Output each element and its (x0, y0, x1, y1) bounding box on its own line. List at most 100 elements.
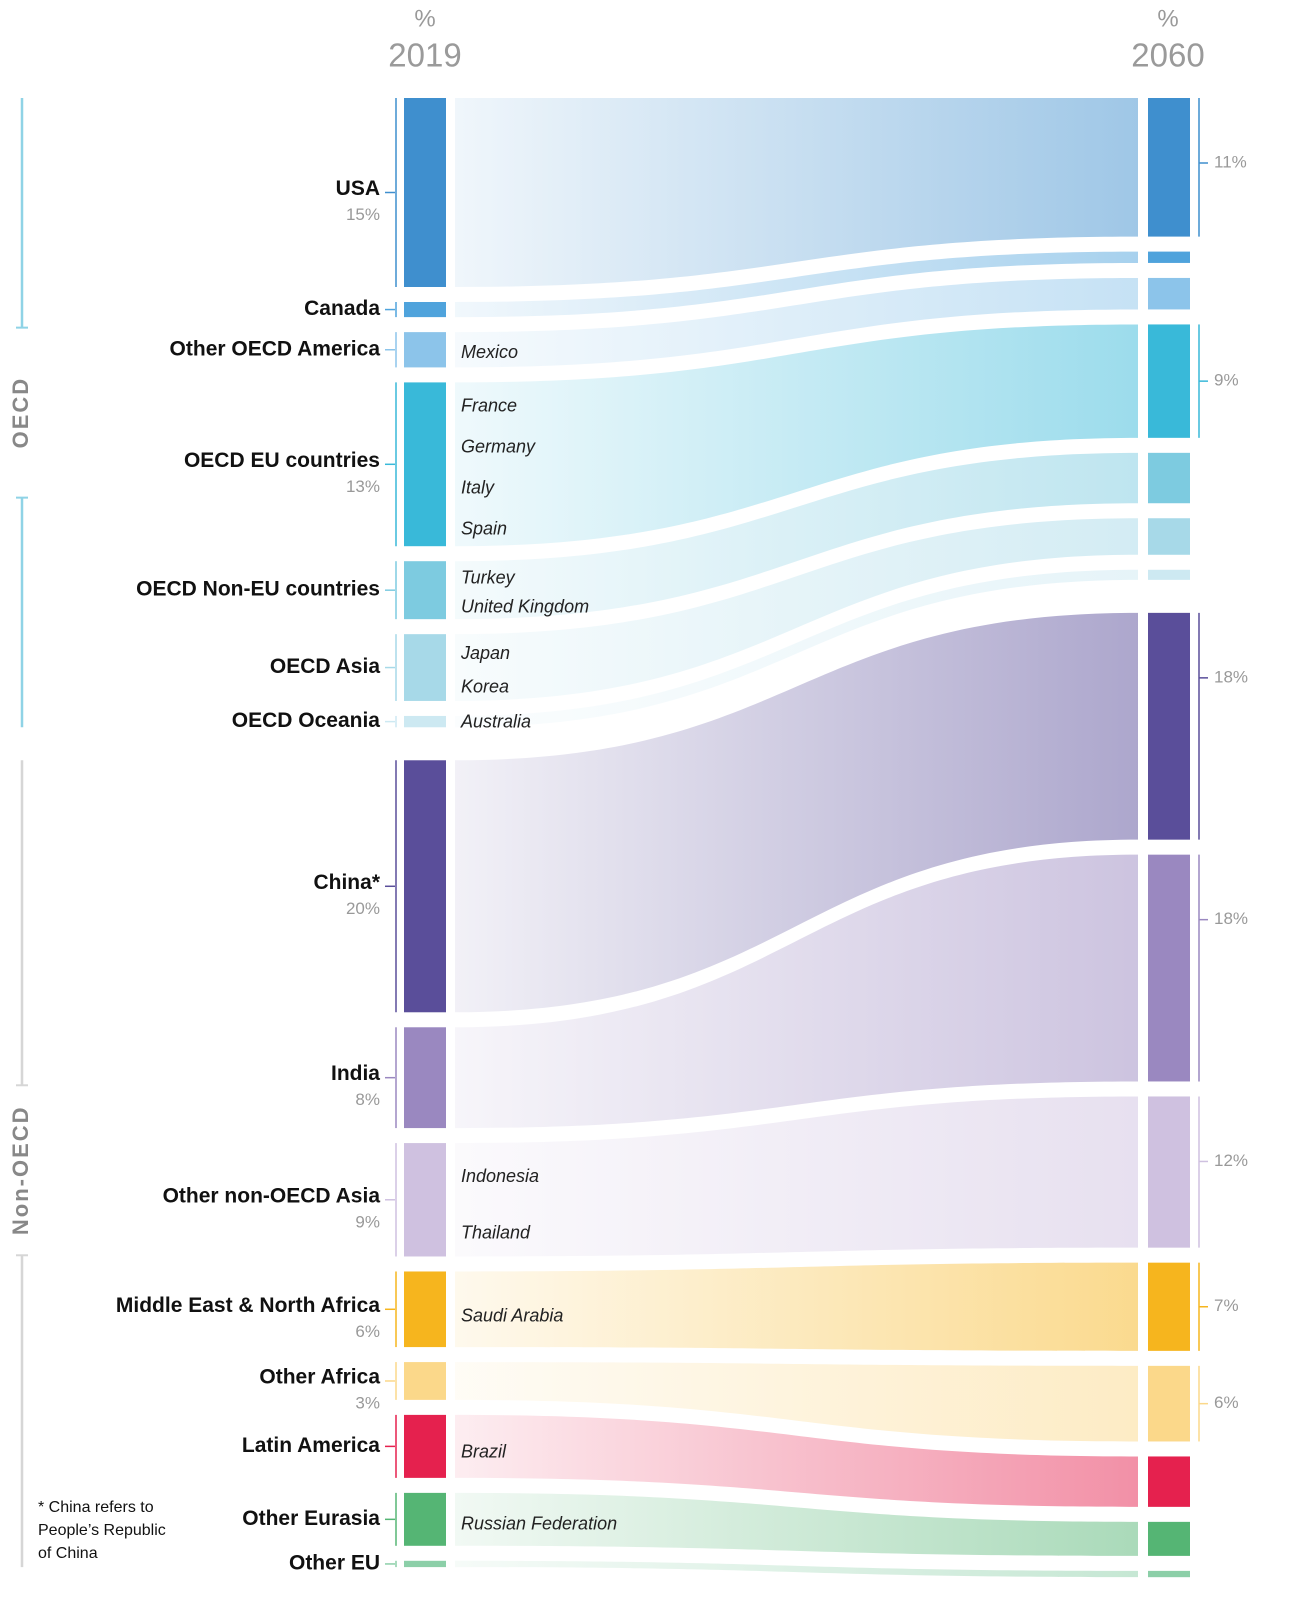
group-label-bg (8, 1085, 36, 1256)
node-2019 (404, 561, 446, 620)
region-name: OECD Non-EU countries (136, 578, 380, 601)
node-2019 (404, 634, 446, 701)
flow (455, 251, 1138, 318)
group-label: OECD (8, 377, 33, 449)
node-2019 (404, 332, 446, 368)
region-name: Canada (304, 297, 380, 320)
node-2060 (1148, 452, 1190, 504)
country-label: Australia (460, 711, 531, 731)
share-2060: 12% (1214, 1151, 1248, 1170)
region-name: USA (336, 177, 380, 200)
node-2060 (1148, 1365, 1190, 1442)
flow (455, 98, 1138, 287)
flow (455, 324, 1138, 547)
share-2019: 20% (346, 899, 380, 918)
flow (455, 612, 1138, 1013)
right-unit: % (1157, 5, 1178, 32)
footnote: of China (38, 1545, 98, 1562)
region-name: Latin America (242, 1434, 380, 1457)
share-2019: 6% (355, 1322, 380, 1341)
share-2019: 3% (355, 1393, 380, 1412)
node-2060 (1148, 1521, 1190, 1556)
flow (455, 1492, 1138, 1556)
share-2060: 9% (1214, 371, 1239, 390)
country-label: Thailand (461, 1223, 531, 1243)
country-label: Spain (461, 519, 507, 539)
region-name: India (331, 1062, 380, 1085)
country-label: Korea (461, 676, 509, 696)
left-year: 2019 (388, 37, 461, 74)
node-2060 (1148, 1096, 1190, 1248)
country-label: Germany (461, 437, 536, 457)
flow (455, 1414, 1138, 1507)
footnote: People’s Republic (38, 1522, 166, 1539)
node-2019 (404, 760, 446, 1013)
region-name: Middle East & North Africa (116, 1294, 380, 1317)
node-2060 (1148, 277, 1190, 310)
left-unit: % (414, 5, 435, 32)
region-name: Other Africa (259, 1366, 380, 1389)
node-2060 (1148, 98, 1190, 237)
right-year: 2060 (1131, 37, 1204, 74)
flow (455, 854, 1138, 1129)
region-name: Other OECD America (170, 337, 381, 360)
share-2060: 18% (1214, 667, 1248, 686)
country-label: Saudi Arabia (461, 1306, 563, 1326)
flow (455, 1096, 1138, 1257)
flow (455, 452, 1138, 620)
country-label: Indonesia (461, 1166, 539, 1186)
node-2019 (404, 382, 446, 547)
share-2019: 13% (346, 477, 380, 496)
region-name: Other non-OECD Asia (163, 1184, 381, 1207)
share-2060: 11% (1214, 152, 1247, 171)
country-label: United Kingdom (461, 596, 589, 616)
node-2019 (404, 1027, 446, 1129)
node-2019 (404, 98, 446, 287)
share-2060: 7% (1214, 1296, 1239, 1315)
node-2019 (404, 302, 446, 318)
footnote: * China refers to (38, 1499, 154, 1516)
node-2060 (1148, 324, 1190, 438)
node-2019 (404, 1362, 446, 1400)
share-2060: 6% (1214, 1393, 1239, 1412)
group-label-bg (8, 327, 36, 498)
node-2019 (404, 715, 446, 728)
region-name: OECD EU countries (184, 449, 380, 472)
country-label: Italy (461, 478, 495, 498)
flow (455, 1262, 1138, 1351)
country-label: Brazil (461, 1441, 507, 1461)
country-label: Turkey (461, 567, 516, 587)
node-2060 (1148, 518, 1190, 555)
node-2019 (404, 1271, 446, 1348)
region-name: China* (313, 871, 380, 894)
node-2060 (1148, 569, 1190, 580)
node-2060 (1148, 251, 1190, 263)
share-2060: 18% (1214, 909, 1248, 928)
node-2060 (1148, 612, 1190, 840)
flow (455, 1362, 1138, 1442)
flow (455, 518, 1138, 701)
node-2060 (1148, 1262, 1190, 1351)
region-name: Other EU (289, 1551, 380, 1574)
region-name: OECD Oceania (232, 709, 381, 732)
country-label: Russian Federation (461, 1513, 617, 1533)
share-2019: 9% (355, 1212, 380, 1231)
country-label: Japan (460, 643, 510, 663)
node-2060 (1148, 854, 1190, 1082)
node-2019 (404, 1560, 446, 1568)
flow (455, 569, 1138, 728)
country-label: Mexico (461, 342, 518, 362)
share-2019: 8% (355, 1090, 380, 1109)
node-2019 (404, 1492, 446, 1546)
region-name: Other Eurasia (242, 1507, 380, 1530)
share-2019: 15% (346, 205, 380, 224)
flow (455, 1560, 1138, 1578)
node-2019 (404, 1414, 446, 1478)
node-2019 (404, 1143, 446, 1257)
node-2060 (1148, 1570, 1190, 1578)
country-label: France (461, 396, 517, 416)
node-2060 (1148, 1456, 1190, 1507)
group-label: Non-OECD (8, 1105, 33, 1235)
flow (455, 277, 1138, 368)
